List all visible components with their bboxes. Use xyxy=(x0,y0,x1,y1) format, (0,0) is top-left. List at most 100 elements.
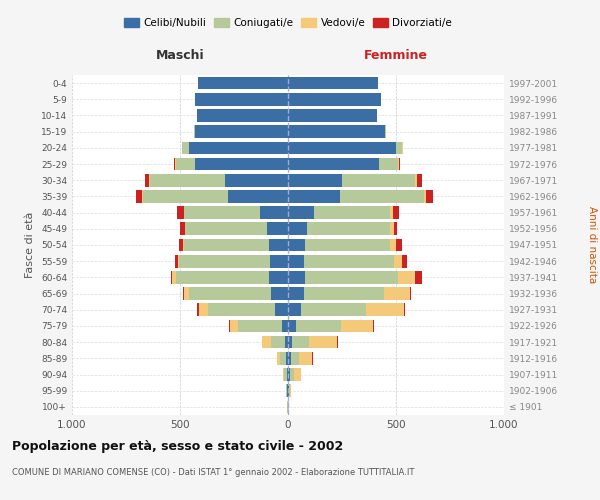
Bar xyxy=(287,368,288,381)
Bar xyxy=(410,288,411,300)
Bar xyxy=(262,336,271,348)
Bar xyxy=(179,255,269,268)
Bar xyxy=(415,174,416,186)
Bar xyxy=(188,142,288,154)
Bar xyxy=(288,126,385,138)
Bar xyxy=(195,93,288,106)
Bar xyxy=(230,320,238,332)
Bar xyxy=(288,142,396,154)
Bar xyxy=(385,126,386,138)
Bar xyxy=(288,93,381,106)
Bar xyxy=(384,288,410,300)
Bar xyxy=(238,320,281,332)
Bar xyxy=(199,304,208,316)
Bar xyxy=(275,304,288,316)
Bar xyxy=(175,255,178,268)
Bar xyxy=(288,271,305,283)
Bar xyxy=(396,238,403,252)
Bar xyxy=(288,174,342,186)
Bar xyxy=(288,238,305,252)
Bar xyxy=(309,336,337,348)
Bar xyxy=(288,206,314,219)
Bar xyxy=(394,255,403,268)
Bar xyxy=(174,158,175,170)
Bar xyxy=(394,222,397,235)
Bar xyxy=(288,109,377,122)
Bar xyxy=(288,222,307,235)
Bar xyxy=(398,271,415,283)
Bar xyxy=(304,255,394,268)
Bar xyxy=(179,238,184,252)
Bar xyxy=(145,174,149,186)
Bar xyxy=(181,222,185,235)
Bar xyxy=(182,142,188,154)
Bar xyxy=(389,238,396,252)
Bar xyxy=(194,126,195,138)
Text: Anni di nascita: Anni di nascita xyxy=(587,206,597,284)
Bar xyxy=(294,368,301,381)
Bar xyxy=(305,271,398,283)
Bar xyxy=(176,271,269,283)
Bar xyxy=(290,352,299,364)
Bar xyxy=(143,190,227,202)
Bar xyxy=(337,336,338,348)
Bar xyxy=(227,190,288,202)
Bar xyxy=(269,271,288,283)
Bar xyxy=(288,255,304,268)
Text: COMUNE DI MARIANO COMENSE (CO) - Dati ISTAT 1° gennaio 2002 - Elaborazione TUTTI: COMUNE DI MARIANO COMENSE (CO) - Dati IS… xyxy=(12,468,415,477)
Bar xyxy=(424,190,426,202)
Bar xyxy=(280,352,286,364)
Text: Femmine: Femmine xyxy=(364,50,428,62)
Bar xyxy=(172,271,176,283)
Bar xyxy=(340,190,424,202)
Bar xyxy=(136,190,142,202)
Bar xyxy=(426,190,433,202)
Text: Maschi: Maschi xyxy=(155,50,205,62)
Bar xyxy=(304,288,384,300)
Bar xyxy=(373,320,374,332)
Bar xyxy=(393,206,399,219)
Bar xyxy=(284,368,287,381)
Bar xyxy=(288,336,292,348)
Bar xyxy=(399,158,400,170)
Bar xyxy=(296,320,341,332)
Bar xyxy=(288,304,301,316)
Bar xyxy=(288,77,377,90)
Bar xyxy=(299,352,312,364)
Bar xyxy=(149,174,150,186)
Bar xyxy=(197,109,288,122)
Bar xyxy=(379,158,398,170)
Bar xyxy=(142,190,143,202)
Text: Popolazione per età, sesso e stato civile - 2002: Popolazione per età, sesso e stato civil… xyxy=(12,440,343,453)
Bar xyxy=(290,368,294,381)
Bar xyxy=(286,352,288,364)
Bar xyxy=(184,288,188,300)
Bar xyxy=(195,158,288,170)
Bar xyxy=(185,222,268,235)
Bar xyxy=(403,255,407,268)
Bar xyxy=(150,174,226,186)
Bar xyxy=(288,288,304,300)
Bar xyxy=(301,304,366,316)
Bar xyxy=(416,174,422,186)
Bar xyxy=(208,304,275,316)
Bar xyxy=(226,174,288,186)
Bar xyxy=(389,206,393,219)
Bar xyxy=(288,190,340,202)
Bar xyxy=(178,255,179,268)
Bar xyxy=(277,352,280,364)
Bar xyxy=(305,238,389,252)
Bar xyxy=(260,206,288,219)
Bar xyxy=(271,288,288,300)
Bar xyxy=(176,158,195,170)
Bar xyxy=(271,336,285,348)
Bar xyxy=(288,158,379,170)
Bar xyxy=(285,336,288,348)
Legend: Celibi/Nubili, Coniugati/e, Vedovi/e, Divorziati/e: Celibi/Nubili, Coniugati/e, Vedovi/e, Di… xyxy=(122,16,454,30)
Bar xyxy=(398,158,399,170)
Y-axis label: Fasce di età: Fasce di età xyxy=(25,212,35,278)
Bar xyxy=(188,288,271,300)
Bar xyxy=(286,384,287,397)
Bar xyxy=(366,304,404,316)
Bar xyxy=(396,142,403,154)
